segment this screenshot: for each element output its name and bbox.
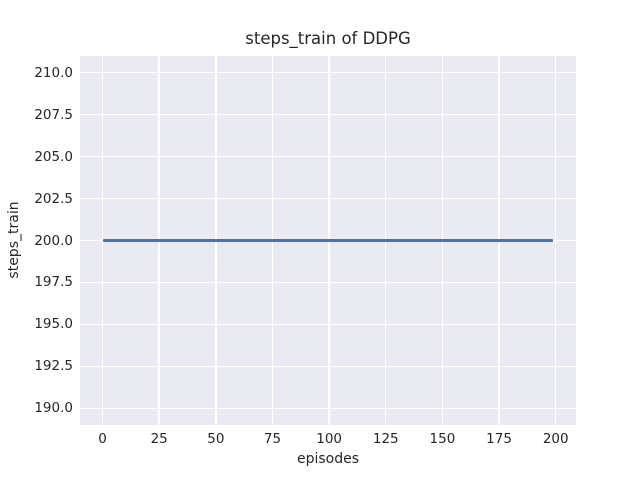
- y-tick-label: 202.5: [34, 190, 73, 207]
- chart-title: steps_train of DDPG: [245, 29, 411, 48]
- y-tick-label: 197.5: [34, 274, 73, 291]
- x-axis-label: episodes: [296, 451, 360, 467]
- y-tick-label: 207.5: [34, 106, 73, 123]
- y-tick-label: 192.5: [34, 358, 73, 375]
- x-tick-label: 0: [98, 431, 107, 447]
- y-tick-label: 200.0: [34, 232, 73, 249]
- x-tick-label: 50: [207, 431, 225, 447]
- y-gridline: [80, 281, 576, 284]
- x-tick-label: 200: [542, 431, 569, 447]
- x-tick-label: 75: [263, 431, 282, 447]
- y-gridline: [80, 72, 576, 74]
- y-gridline: [80, 155, 576, 158]
- y-tick-label: 205.0: [34, 148, 73, 165]
- y-tick-label: 190.0: [34, 400, 73, 417]
- y-gridline: [80, 197, 576, 200]
- y-axis-label: steps_train: [6, 201, 22, 279]
- x-tick-label: 100: [316, 431, 343, 447]
- y-gridline: [80, 114, 576, 116]
- y-tick-label: 210.0: [34, 64, 73, 81]
- y-gridline: [80, 365, 576, 367]
- x-tick-label: 150: [429, 431, 456, 447]
- x-tick-label: 25: [150, 431, 168, 447]
- y-gridline: [80, 407, 576, 409]
- x-tick-label: 125: [372, 431, 399, 447]
- series-line-steps_train: [102, 239, 554, 242]
- y-tick-label: 195.0: [34, 316, 73, 333]
- y-gridline: [80, 323, 576, 326]
- x-tick-label: 175: [486, 431, 512, 447]
